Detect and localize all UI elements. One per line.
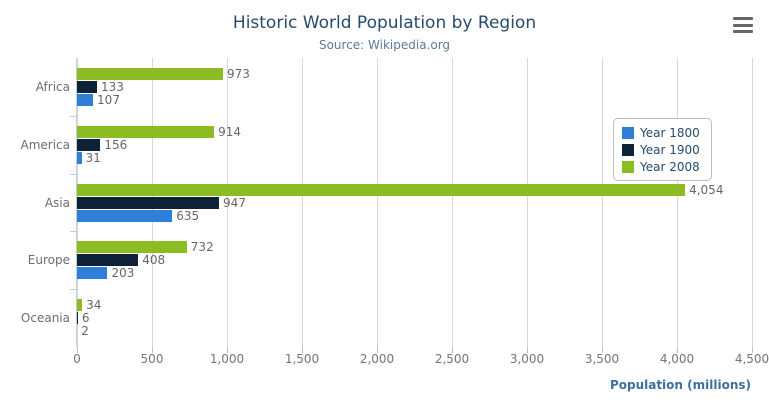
legend-item[interactable]: Year 1800 xyxy=(622,125,703,140)
bar-value-label: 947 xyxy=(223,195,246,210)
menu-bar-2 xyxy=(733,23,753,27)
legend-label: Year 2008 xyxy=(640,159,700,174)
gridline xyxy=(377,58,378,347)
bar-value-label: 156 xyxy=(104,137,128,152)
bar-value-label: 31 xyxy=(85,150,101,165)
x-axis-title: Population (millions) xyxy=(609,378,751,392)
gridline xyxy=(752,58,753,347)
x-axis-tickmark xyxy=(752,347,753,353)
legend-swatch-icon xyxy=(622,160,634,173)
x-axis-tick-label: 3,000 xyxy=(509,352,545,366)
legend-swatch-icon xyxy=(622,143,634,156)
x-axis-tickmark xyxy=(227,347,228,353)
chart-title: Historic World Population by Region xyxy=(232,13,537,33)
legend-label: Year 1800 xyxy=(640,125,700,140)
bar[interactable] xyxy=(77,183,686,196)
bar[interactable] xyxy=(77,209,173,222)
x-axis-tickmark xyxy=(452,347,453,353)
category-tickmark xyxy=(70,231,77,233)
bar[interactable] xyxy=(77,299,83,312)
bar[interactable] xyxy=(77,267,108,280)
bar-value-label: 635 xyxy=(176,208,200,223)
category-tickmark xyxy=(70,115,77,117)
bar[interactable] xyxy=(77,312,78,325)
plot-area: 973 133 107 914 156 31 4,054 947 635 732 408 203 34 6… xyxy=(77,58,753,347)
menu-bar-3 xyxy=(733,30,753,33)
bar[interactable] xyxy=(77,125,215,138)
chart-subtitle: Source: Wikipedia.org xyxy=(318,38,451,52)
x-axis-tick-label: 500 xyxy=(140,352,164,366)
bar-value-label: 973 xyxy=(226,66,250,81)
legend-item[interactable]: Year 1900 xyxy=(622,142,703,157)
bar[interactable] xyxy=(77,196,220,209)
bar[interactable] xyxy=(77,80,97,93)
category-label-group: Africa America Asia Europe Oceania xyxy=(0,0,71,416)
hamburger-menu-icon[interactable] xyxy=(733,17,753,33)
x-axis-tick-label: 0 xyxy=(73,352,81,366)
category-label-europe: Europe xyxy=(27,253,70,268)
x-axis-tickmark xyxy=(377,347,378,353)
bar-value-label: 408 xyxy=(142,253,166,268)
gridline xyxy=(677,58,678,347)
gridline xyxy=(602,58,603,347)
x-axis-tickmark xyxy=(77,347,78,353)
bar-value-label: 732 xyxy=(190,240,214,255)
gridline xyxy=(527,58,528,347)
x-axis-tickmark xyxy=(302,347,303,353)
bar[interactable] xyxy=(77,241,187,254)
legend-label: Year 1900 xyxy=(640,142,700,157)
bar-value-label: 34 xyxy=(86,298,102,313)
category-label-asia: Asia xyxy=(44,195,70,210)
x-axis-tickmark xyxy=(527,347,528,353)
x-axis-tick-label: 2,000 xyxy=(359,352,395,366)
x-axis-tickmark xyxy=(677,347,678,353)
bar-value-label: 133 xyxy=(100,79,124,94)
category-label-america: America xyxy=(20,137,71,152)
bar[interactable] xyxy=(77,254,139,267)
gridline xyxy=(227,58,228,347)
x-axis-tick-label: 2,500 xyxy=(434,352,470,366)
bar-value-label: 4,054 xyxy=(689,182,724,197)
x-axis-tick-label: 4,000 xyxy=(659,352,695,366)
bar-value-label: 914 xyxy=(218,124,241,139)
menu-bar-1 xyxy=(733,17,753,20)
x-axis-tick-label: 1,000 xyxy=(209,352,245,366)
bar[interactable] xyxy=(77,151,82,164)
category-tickmark xyxy=(70,289,77,291)
gridline xyxy=(302,58,303,347)
gridline xyxy=(452,58,453,347)
category-tickmark xyxy=(70,173,77,175)
bar-value-label: 6 xyxy=(81,311,90,326)
legend-item[interactable]: Year 2008 xyxy=(622,159,703,174)
x-axis-tick-label: 4,500 xyxy=(734,352,769,366)
x-axis-tick-label: 1,500 xyxy=(284,352,320,366)
bar-value-label: 203 xyxy=(111,266,135,281)
bar[interactable] xyxy=(77,93,94,106)
x-axis-tick-label: 3,500 xyxy=(584,352,620,366)
bar-value-label: 107 xyxy=(97,92,120,107)
bar[interactable] xyxy=(77,138,101,151)
x-axis-tickmark xyxy=(602,347,603,353)
y-axis-line xyxy=(76,58,77,347)
bar[interactable] xyxy=(77,67,223,80)
legend-swatch-icon xyxy=(622,126,634,139)
x-axis-tickmark xyxy=(152,347,153,353)
bar-value-label: 2 xyxy=(81,324,89,339)
category-label-oceania: Oceania xyxy=(20,311,70,326)
chart-legend: Year 1800 Year 1900 Year 2008 xyxy=(613,118,712,181)
category-label-africa: Africa xyxy=(35,79,70,94)
